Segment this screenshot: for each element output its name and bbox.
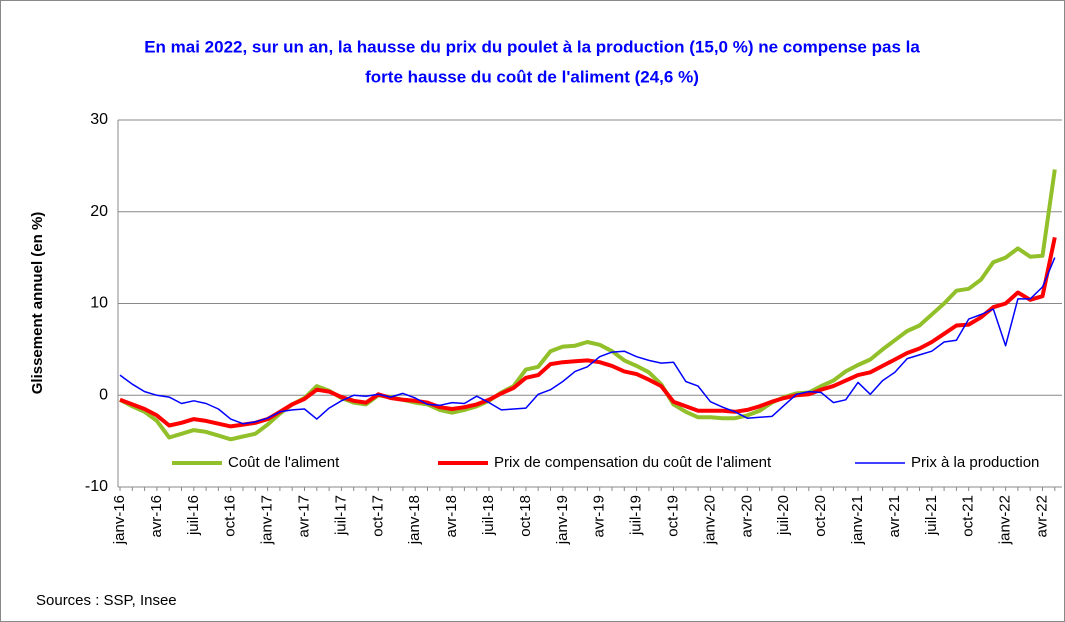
x-tick-label: oct-20 bbox=[812, 495, 829, 537]
y-tick-label: -10 bbox=[85, 478, 108, 495]
x-tick-label: janv-20 bbox=[701, 495, 718, 545]
x-tick-label: avr-19 bbox=[591, 495, 608, 538]
x-tick-label: juil-17 bbox=[332, 495, 349, 536]
x-tick-label: oct-21 bbox=[960, 495, 977, 537]
legend-label: Coût de l'aliment bbox=[228, 454, 340, 471]
y-tick-label: 20 bbox=[90, 203, 108, 220]
x-tick-label: janv-19 bbox=[554, 495, 571, 545]
x-tick-label: juil-16 bbox=[185, 495, 202, 536]
x-tick-label: oct-17 bbox=[369, 495, 386, 537]
series-line bbox=[119, 257, 1056, 425]
x-tick-label: avr-17 bbox=[295, 495, 312, 538]
x-tick-label: juil-20 bbox=[775, 495, 792, 536]
chart-title: forte hausse du coût de l'aliment (24,6 … bbox=[365, 67, 699, 86]
x-tick-label: janv-18 bbox=[406, 495, 423, 545]
x-tick-label: juil-19 bbox=[628, 495, 645, 536]
x-tick-label: avr-18 bbox=[443, 495, 460, 538]
x-tick-label: avr-16 bbox=[148, 495, 165, 538]
series-line bbox=[119, 169, 1057, 442]
x-tick-label: avr-22 bbox=[1033, 495, 1050, 538]
x-tick-label: juil-18 bbox=[480, 495, 497, 536]
x-tick-label: janv-21 bbox=[849, 495, 866, 545]
x-tick-label: oct-19 bbox=[664, 495, 681, 537]
x-tick-label: janv-16 bbox=[111, 495, 128, 545]
x-tick-label: juil-21 bbox=[923, 495, 940, 536]
x-tick-label: avr-20 bbox=[738, 495, 755, 538]
x-tick-label: oct-18 bbox=[517, 495, 534, 537]
y-tick-label: 30 bbox=[90, 111, 108, 128]
x-tick-label: oct-16 bbox=[222, 495, 239, 537]
source: Sources : SSP, Insee bbox=[36, 592, 177, 609]
chart-title: En mai 2022, sur un an, la hausse du pri… bbox=[144, 37, 920, 56]
y-tick-label: 10 bbox=[90, 295, 108, 312]
y-axis-title: Glissement annuel (en %) bbox=[29, 212, 46, 395]
x-tick-label: janv-17 bbox=[259, 495, 276, 545]
y-tick-label: 0 bbox=[99, 386, 108, 403]
x-tick-label: janv-22 bbox=[997, 495, 1014, 545]
x-tick-label: avr-21 bbox=[886, 495, 903, 538]
legend-label: Prix à la production bbox=[911, 454, 1039, 471]
legend-label: Prix de compensation du coût de l'alimen… bbox=[494, 454, 772, 471]
